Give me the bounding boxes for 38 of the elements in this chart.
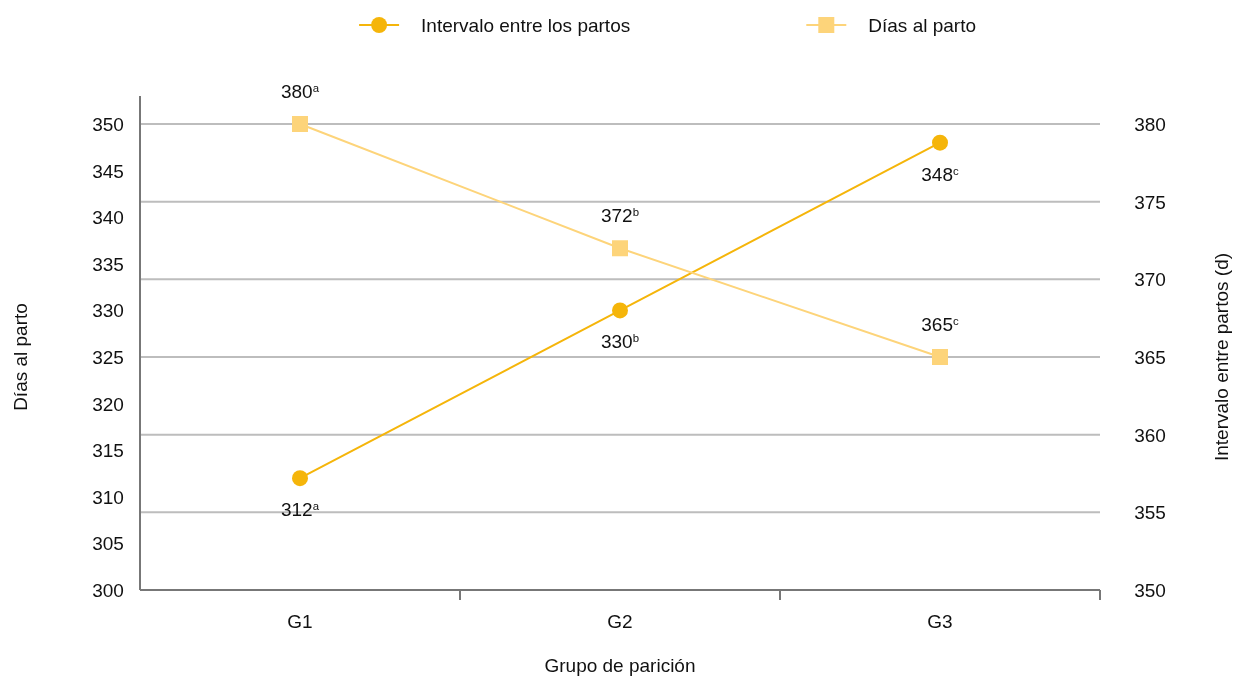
data-label: 312$^{a}$ — [280, 499, 320, 521]
legend-label: Días al parto — [868, 15, 977, 36]
y2-axis-title: Intervalo entre partos (d) — [1211, 252, 1232, 462]
legend-label: Intervalo entre los partos — [421, 15, 631, 36]
y-tick-label: 315 — [92, 440, 124, 462]
y2-tick-label: 380 — [1134, 114, 1166, 135]
x-tick-label: G1 — [287, 611, 313, 632]
point — [612, 240, 628, 257]
y2-tick-label: 350 — [1134, 580, 1166, 601]
point — [612, 302, 628, 319]
y2-tick-label: 355 — [1134, 502, 1166, 524]
y-tick-label: 310 — [92, 486, 124, 508]
point — [932, 134, 948, 151]
y-axis-title: Días al parto — [10, 303, 31, 411]
data-label: 372$^{b}$ — [600, 205, 640, 227]
y-tick-label: 335 — [92, 253, 124, 275]
x-tick-label: G2 — [607, 611, 633, 632]
data-label: 365$^{c}$ — [921, 314, 959, 335]
y-tick-label: 305 — [92, 533, 124, 555]
y-tick-label: 340 — [92, 207, 124, 229]
y-tick-label: 320 — [92, 393, 124, 415]
y2-tick-label: 360 — [1134, 424, 1166, 446]
x-axis-title: Grupo de parición — [544, 655, 696, 676]
y-tick-label: 300 — [92, 580, 124, 601]
y2-tick-label: 375 — [1134, 191, 1166, 213]
data-label: 330$^{b}$ — [600, 331, 640, 353]
point — [292, 116, 308, 132]
y-tick-label: 350 — [92, 114, 124, 135]
y-tick-label: 330 — [92, 300, 124, 322]
x-tick-label: G3 — [927, 611, 953, 632]
point — [932, 349, 948, 365]
point — [292, 470, 308, 487]
data-label: 348$^{c}$ — [921, 163, 959, 185]
y-tick-label: 325 — [92, 347, 124, 368]
y-tick-label: 345 — [92, 160, 124, 182]
data-label: 380$^{a}$ — [280, 81, 320, 102]
y2-tick-label: 370 — [1134, 269, 1166, 291]
y2-tick-label: 365 — [1134, 347, 1166, 368]
